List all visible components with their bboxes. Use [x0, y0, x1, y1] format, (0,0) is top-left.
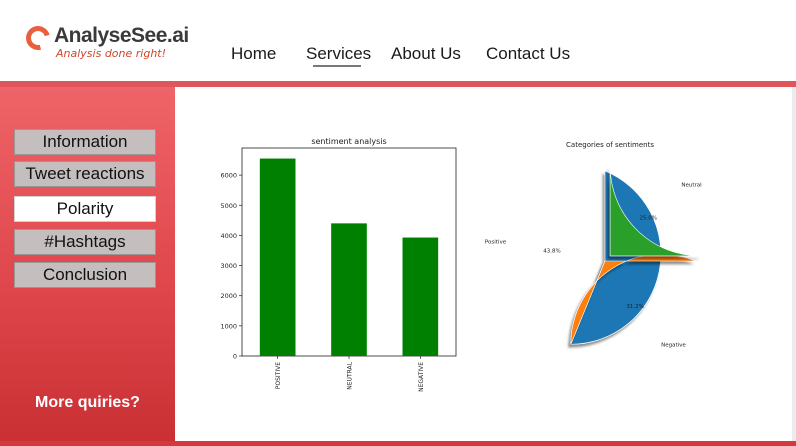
bar-chart: sentiment analysis 0 1000 2000 3000 4000 5000 6…	[220, 137, 457, 392]
bar-neutral	[331, 223, 367, 356]
nav-about-us[interactable]: About Us	[391, 44, 461, 63]
header: AnalyseSee.ai Analysis done right! Home …	[0, 0, 796, 81]
x-tick-label-negative: NEGATIVE	[418, 362, 425, 392]
main-content: sentiment analysis 0 1000 2000 3000 4000 5000 6…	[175, 87, 796, 441]
pie-chart: Categories of sentiments 43.8% Positive 31.…	[485, 141, 702, 349]
scroll-edge	[792, 87, 796, 441]
more-queries-link[interactable]: More quiries?	[35, 394, 140, 411]
footer-divider	[0, 441, 796, 446]
logo-ring-icon	[21, 21, 55, 55]
pie-chart-title: Categories of sentiments	[566, 141, 654, 149]
pie-pct-positive: 43.8%	[543, 249, 560, 255]
logo-name: AnalyseSee.ai	[54, 24, 189, 47]
pie-slice-neutral	[609, 165, 701, 257]
y-tick-label-2: 2000	[220, 292, 237, 300]
sidebar-item-conclusion[interactable]: Conclusion	[14, 262, 156, 288]
logo[interactable]: AnalyseSee.ai Analysis done right!	[21, 21, 189, 66]
y-tick-label-4: 4000	[220, 232, 237, 240]
nav-services[interactable]: Services	[306, 44, 372, 63]
x-tick-label-neutral: NEUTRAL	[347, 361, 354, 389]
pie-slice-positive	[570, 170, 662, 345]
y-tick-label-0: 0	[233, 353, 237, 361]
pie-pct-negative: 31.2%	[626, 304, 643, 310]
nav-contact-us[interactable]: Contact Us	[486, 44, 571, 63]
y-tick-label-6: 6000	[220, 172, 237, 180]
nav-home[interactable]: Home	[231, 44, 277, 63]
sidebar-item-tweet-reactions[interactable]: Tweet reactions	[14, 161, 156, 187]
header-divider	[0, 81, 796, 87]
y-tick-label-3: 3000	[220, 262, 237, 270]
sidebar-item-information[interactable]: Information	[14, 129, 156, 155]
sidebar-item-hashtags[interactable]: #Hashtags	[14, 229, 156, 255]
y-tick-label-1: 1000	[220, 322, 237, 330]
y-tick-label-5: 5000	[220, 202, 237, 210]
pie-label-positive: Positive	[485, 239, 507, 245]
sidebar: Information Tweet reactions Polarity #Ha…	[0, 87, 175, 441]
bar-negative	[402, 237, 439, 356]
pie-pct-neutral: 25.0%	[640, 216, 657, 222]
x-tick-label-positive: POSITIVE	[275, 362, 282, 389]
bar-chart-title: sentiment analysis	[311, 137, 386, 146]
logo-tagline: Analysis done right!	[56, 47, 167, 60]
bar-positive	[259, 158, 296, 356]
sidebar-item-polarity[interactable]: Polarity	[14, 196, 156, 222]
nav-active-underline	[313, 65, 361, 67]
pie-label-neutral: Neutral	[681, 183, 702, 189]
pie-label-negative: Negative	[661, 343, 686, 349]
